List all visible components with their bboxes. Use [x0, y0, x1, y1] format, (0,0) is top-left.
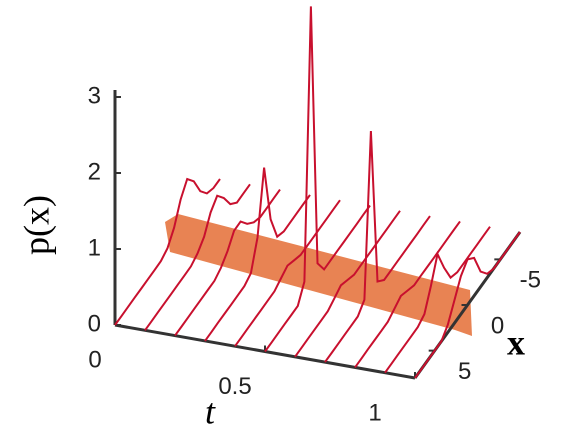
- x-tick-label: 5: [458, 358, 471, 385]
- t-tick-label: 0: [88, 346, 101, 373]
- sample-band: [165, 214, 472, 336]
- z-tick-label: 3: [88, 82, 101, 109]
- x-tick-label: 0: [491, 312, 504, 339]
- density-slice: [144, 183, 251, 331]
- density-slice: [384, 226, 491, 374]
- z-tick-label: 1: [88, 234, 101, 261]
- density-slice: [264, 6, 371, 353]
- z-tick-label: 0: [88, 310, 101, 337]
- x-tick-label: -5: [520, 267, 541, 294]
- x-axis-label: x: [507, 322, 525, 362]
- density-slice: [324, 130, 431, 363]
- density-slice: [114, 177, 221, 326]
- density-slice: [414, 231, 521, 379]
- density-slice: [294, 210, 401, 358]
- t-tick-label: 1: [368, 399, 381, 426]
- t-axis-label: t: [205, 391, 216, 431]
- density-slice: [234, 199, 341, 347]
- z-axis-label: p(x): [16, 195, 56, 255]
- t-tick-label: 0.5: [218, 373, 251, 400]
- density-slice: [354, 220, 461, 368]
- density-slice: [174, 189, 281, 337]
- z-tick-label: 2: [88, 158, 101, 185]
- density-slice: [204, 167, 311, 342]
